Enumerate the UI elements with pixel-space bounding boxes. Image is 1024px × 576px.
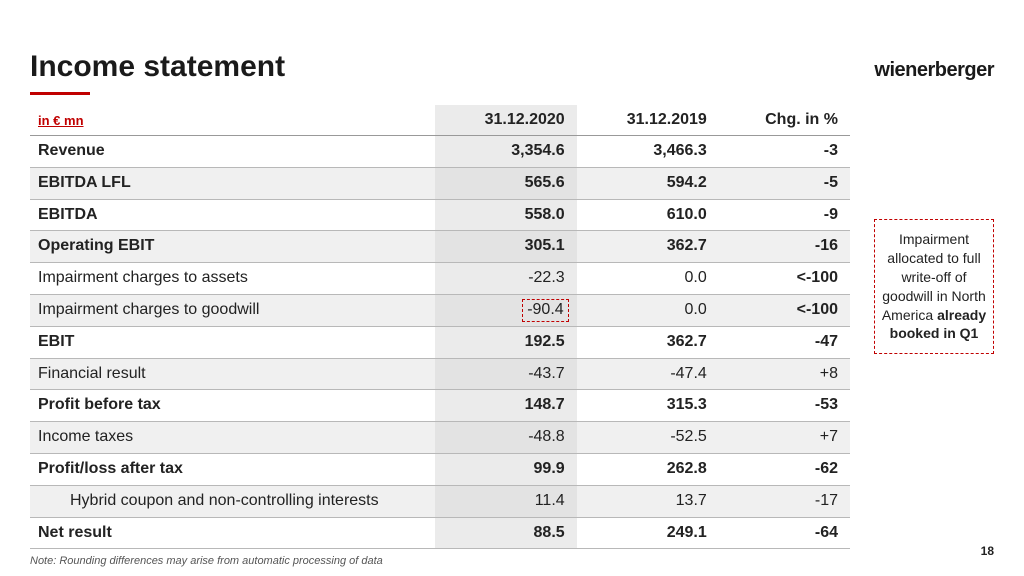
row-2020-value: -48.8	[435, 422, 577, 454]
row-label: Hybrid coupon and non-controlling intere…	[30, 485, 435, 517]
row-2019-value: 262.8	[577, 453, 719, 485]
table-row: Income taxes-48.8-52.5+7	[30, 422, 850, 454]
row-2019-value: 315.3	[577, 390, 719, 422]
table-header-row: in € mn 31.12.2020 31.12.2019 Chg. in %	[30, 105, 850, 136]
row-chg-value: +7	[719, 422, 850, 454]
row-2019-value: 610.0	[577, 199, 719, 231]
row-2019-value: 3,466.3	[577, 136, 719, 168]
row-chg-value: -62	[719, 453, 850, 485]
row-label: Revenue	[30, 136, 435, 168]
col-2020-header: 31.12.2020	[435, 105, 577, 136]
row-2020-value: -90.4	[435, 294, 577, 326]
table-row: Net result88.5249.1-64	[30, 517, 850, 549]
row-chg-value: +8	[719, 358, 850, 390]
table-row: Profit/loss after tax99.9262.8-62	[30, 453, 850, 485]
page-title: Income statement	[30, 50, 285, 84]
row-label: Operating EBIT	[30, 231, 435, 263]
table-row: Hybrid coupon and non-controlling intere…	[30, 485, 850, 517]
table-row: Impairment charges to goodwill -90.4 0.0<-…	[30, 294, 850, 326]
row-2020-value: -22.3	[435, 263, 577, 295]
row-2019-value: -47.4	[577, 358, 719, 390]
table-row: Impairment charges to assets-22.30.0<-10…	[30, 263, 850, 295]
table-row: Operating EBIT305.1362.7-16	[30, 231, 850, 263]
row-2020-value: 3,354.6	[435, 136, 577, 168]
col-2019-header: 31.12.2019	[577, 105, 719, 136]
row-2019-value: 362.7	[577, 326, 719, 358]
row-2019-value: 0.0	[577, 294, 719, 326]
row-chg-value: <-100	[719, 263, 850, 295]
row-label: EBITDA LFL	[30, 167, 435, 199]
row-label: Net result	[30, 517, 435, 549]
table-row: EBITDA LFL565.6594.2-5	[30, 167, 850, 199]
table-row: EBIT192.5362.7-47	[30, 326, 850, 358]
table-row: Financial result-43.7-47.4+8	[30, 358, 850, 390]
row-2019-value: 362.7	[577, 231, 719, 263]
row-2019-value: 249.1	[577, 517, 719, 549]
row-2020-value: -43.7	[435, 358, 577, 390]
row-2020-value: 88.5	[435, 517, 577, 549]
row-label: Impairment charges to goodwill	[30, 294, 435, 326]
unit-label: in € mn	[30, 105, 435, 136]
col-chg-header: Chg. in %	[719, 105, 850, 136]
income-statement-table: in € mn 31.12.2020 31.12.2019 Chg. in % …	[30, 105, 850, 549]
row-2019-value: 13.7	[577, 485, 719, 517]
row-label: Profit/loss after tax	[30, 453, 435, 485]
footnote: Note: Rounding differences may arise fro…	[30, 555, 994, 567]
header: Income statement wienerberger	[30, 50, 994, 84]
title-underline	[30, 92, 90, 95]
impairment-callout: Impairment allocated to full write-off o…	[874, 219, 994, 354]
row-chg-value: -17	[719, 485, 850, 517]
row-label: Impairment charges to assets	[30, 263, 435, 295]
row-2020-value: 558.0	[435, 199, 577, 231]
row-label: Income taxes	[30, 422, 435, 454]
row-2020-value: 565.6	[435, 167, 577, 199]
company-logo: wienerberger	[874, 59, 994, 82]
page-number: 18	[981, 544, 994, 558]
row-2020-value: 11.4	[435, 485, 577, 517]
row-label: Profit before tax	[30, 390, 435, 422]
row-label: EBIT	[30, 326, 435, 358]
row-2019-value: -52.5	[577, 422, 719, 454]
row-2020-value: 99.9	[435, 453, 577, 485]
row-chg-value: -53	[719, 390, 850, 422]
row-2019-value: 0.0	[577, 263, 719, 295]
row-chg-value: -5	[719, 167, 850, 199]
row-label: Financial result	[30, 358, 435, 390]
row-chg-value: <-100	[719, 294, 850, 326]
table-row: Profit before tax148.7315.3-53	[30, 390, 850, 422]
row-2020-value: 192.5	[435, 326, 577, 358]
income-table-wrap: in € mn 31.12.2020 31.12.2019 Chg. in % …	[30, 105, 994, 549]
row-label: EBITDA	[30, 199, 435, 231]
row-chg-value: -47	[719, 326, 850, 358]
row-chg-value: -9	[719, 199, 850, 231]
row-chg-value: -16	[719, 231, 850, 263]
table-row: Revenue3,354.63,466.3-3	[30, 136, 850, 168]
row-chg-value: -3	[719, 136, 850, 168]
row-2020-value: 148.7	[435, 390, 577, 422]
highlighted-value: -90.4	[522, 299, 568, 322]
table-row: EBITDA558.0610.0-9	[30, 199, 850, 231]
row-2019-value: 594.2	[577, 167, 719, 199]
row-2020-value: 305.1	[435, 231, 577, 263]
row-chg-value: -64	[719, 517, 850, 549]
